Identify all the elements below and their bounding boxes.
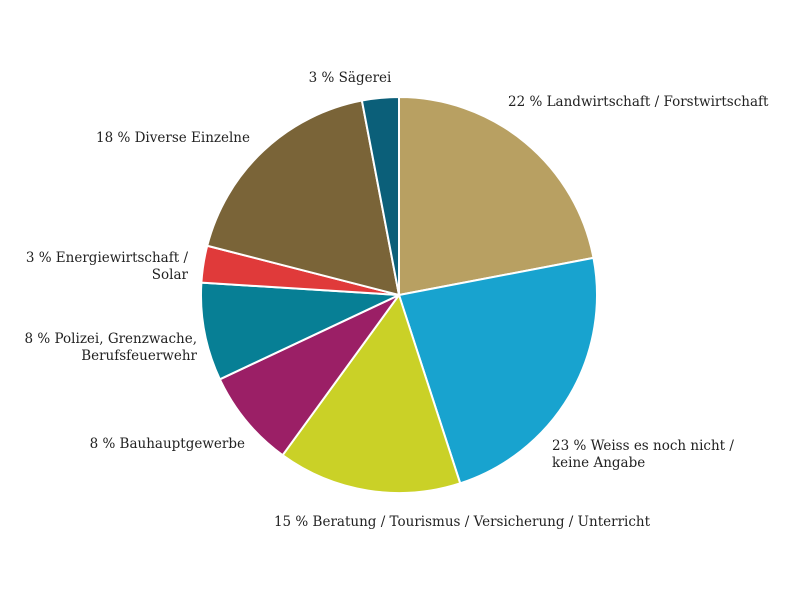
pie-slice-1 [398,256,598,485]
pie-slice-label-5: 3 % Energiewirtschaft / Solar [26,250,189,283]
pie-slice-2 [281,294,462,494]
pie-slice-label-3: 8 % Bauhauptgewerbe [90,436,245,452]
pie-slice-label-4: 8 % Polizei, Grenzwache, Berufsfeuerwehr [25,331,198,364]
pie-slice-label-line: Solar [152,267,189,283]
pie-slice-label-line: 15 % Beratung / Tourismus / Versicherung… [274,514,651,530]
pie-slice-label-line: 3 % Sägerei [309,70,392,86]
pie-slice-label-line: 23 % Weiss es noch nicht / [552,438,734,454]
pie-slice-label-7: 3 % Sägerei [309,70,392,86]
pie-slice-label-2: 15 % Beratung / Tourismus / Versicherung… [274,514,651,530]
pie-slice-6 [206,99,400,296]
pie-slice-label-line: 22 % Landwirtschaft / Forstwirtschaft [508,94,769,110]
pie-slice-label-line: 18 % Diverse Einzelne [96,130,250,146]
pie-slice-label-line: Berufsfeuerwehr [81,348,197,364]
pie-slice-0 [398,96,595,296]
pie-slice-7 [360,96,400,296]
pie-slice-3 [218,294,400,457]
pie-labels: 22 % Landwirtschaft / Forstwirtschaft 23 … [25,70,770,530]
pie-slice-label-line: 3 % Energiewirtschaft / [26,250,189,266]
pie-slice-label-line: 8 % Polizei, Grenzwache, [25,331,197,347]
pie-slice-label-line: 8 % Bauhauptgewerbe [90,436,245,452]
pie-slice-label-6: 18 % Diverse Einzelne [96,130,250,146]
pie-slice-label-1: 23 % Weiss es noch nicht / keine Angabe [552,438,734,471]
pie-slice-label-0: 22 % Landwirtschaft / Forstwirtschaft [508,94,769,110]
pie-slices [200,96,598,494]
pie-slice-4 [200,281,400,381]
pie-slice-label-line: keine Angabe [552,455,645,471]
